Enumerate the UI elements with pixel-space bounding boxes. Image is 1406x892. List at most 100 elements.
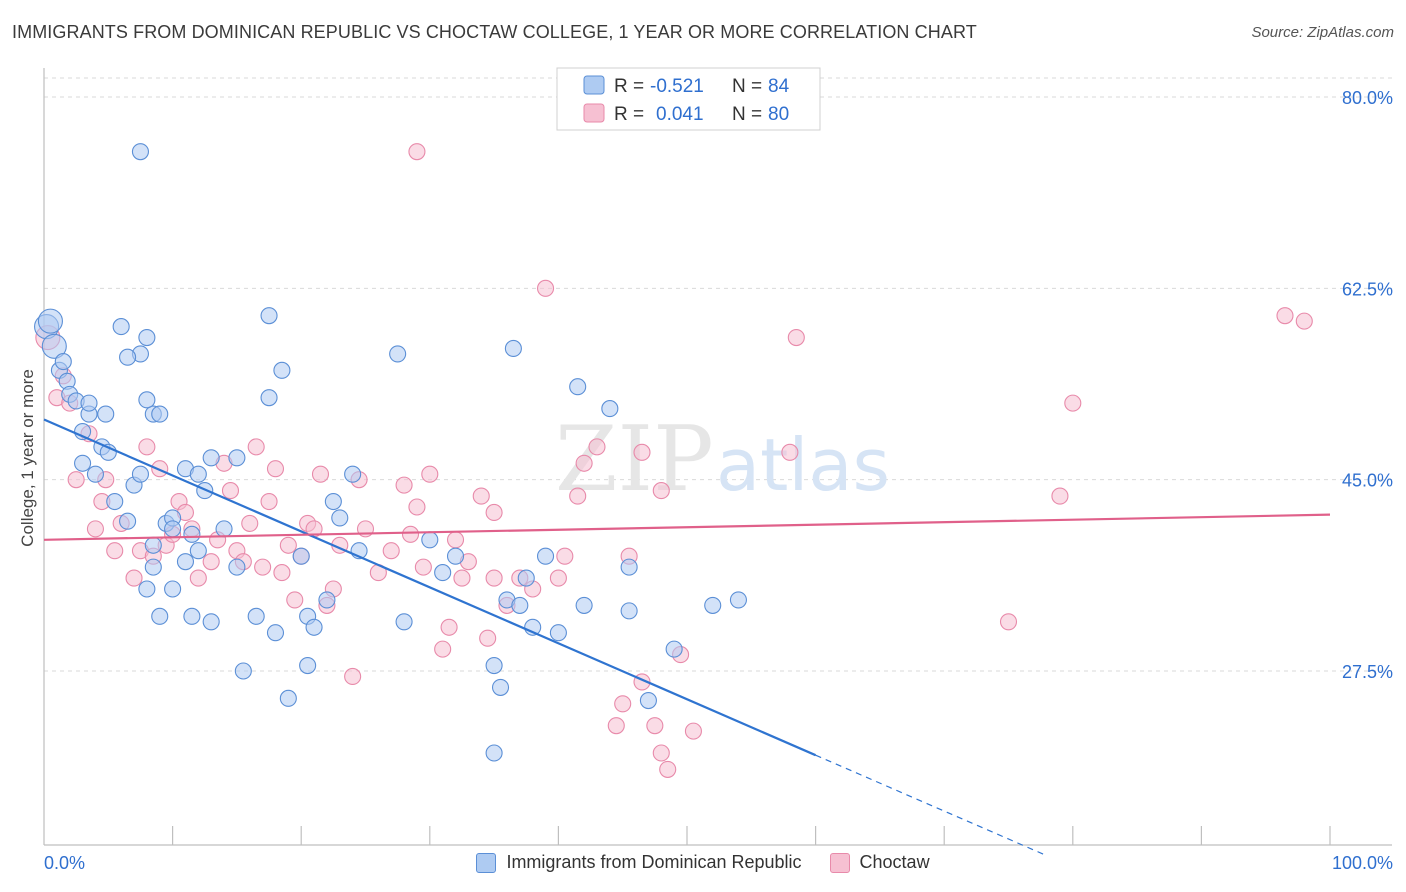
dominican-point [305,618,323,636]
dominican-trend-extension [815,754,1048,857]
dominican-point [729,591,747,609]
legend-swatch-blue [583,75,605,95]
dominican-point [569,378,587,396]
choctaw-point [646,717,664,735]
choctaw-point [414,558,432,576]
watermark: ZIP atlas [555,407,890,512]
choctaw-point [202,553,220,571]
choctaw-point [138,438,156,456]
choctaw-point [446,531,465,549]
choctaw-point [1064,394,1082,412]
legend-r-label-2: R = [614,104,644,125]
choctaw-trend-line [43,513,1331,541]
dominican-point [138,391,156,409]
dominican-point [639,691,657,710]
dominican-point [344,465,362,483]
choctaw-point [125,569,143,587]
choctaw-point [408,143,426,161]
choctaw-point [588,438,606,456]
legend-r-value-1: -0.521 [650,76,704,97]
dominican-point [183,525,201,543]
dominican-point [119,512,137,530]
dominican-point [74,454,92,472]
choctaw-point [395,476,413,494]
legend-r-value-2: 0.041 [656,104,704,125]
trend-lines [43,418,1331,857]
choctaw-point [549,569,567,587]
choctaw-point [453,569,471,587]
dominican-point [144,536,162,554]
legend-swatch-pink [583,103,605,123]
dominican-point [620,602,638,620]
dominican-point [549,624,567,642]
dominican-point [189,542,207,560]
choctaw-point [614,695,632,713]
choctaw-point [485,569,503,587]
choctaw-point [1276,307,1294,325]
dominican-point [434,564,452,582]
choctaw-point [279,536,297,554]
choctaw-point [434,640,452,658]
legend-n-value-1: 84 [768,76,790,97]
dominican-point [86,465,104,483]
choctaw-point [1051,487,1069,505]
dominican-point [164,580,182,598]
legend-n-label-1: N = [732,76,762,97]
choctaw-point [311,465,330,483]
dominican-point [138,580,156,598]
dominican-point [54,353,72,371]
dominican-point [138,328,156,347]
dominican-point [215,520,233,538]
choctaw-point [781,443,799,461]
dominican-point [37,308,63,334]
dominican-point [106,492,124,511]
choctaw-point [189,569,207,587]
choctaw-point [787,328,805,347]
y-tick-label: 45.0% [1342,471,1393,491]
dominican-point [234,662,252,680]
dominican-point [112,318,130,336]
choctaw-point [659,760,677,778]
y-tick-labels: 80.0% 62.5% 45.0% 27.5% [1342,88,1393,682]
dominican-point [131,465,149,483]
choctaw-point [86,520,104,538]
dominican-point [144,558,162,576]
choctaw-point [569,487,587,505]
choctaw-point [652,482,670,500]
dominican-point [151,607,169,625]
choctaw-point [266,460,285,478]
choctaw-point [106,542,124,560]
dominican-trend-line [43,418,817,757]
dominican-point [131,143,149,161]
dominican-point [395,613,413,631]
dominican-point [202,613,220,631]
dominican-point [389,345,407,363]
dominican-point [536,547,555,565]
x-tick-label: 100.0% [1332,853,1393,873]
dominican-point [119,348,137,366]
bottom-legend-item-dominican: Immigrants from Dominican Republic [476,852,802,873]
dominican-point [202,449,220,467]
choctaw-point [684,722,702,740]
chart-source: Source: ZipAtlas.com [1251,24,1394,41]
legend-n-label-2: N = [732,104,762,125]
choctaw-point [221,482,240,500]
dominican-point [176,553,195,571]
choctaw-point [536,279,555,297]
stats-legend: R = -0.521 N = 84 R = 0.041 N = 80 [556,67,821,131]
legend-r-label-1: R = [614,76,644,97]
choctaw-point [286,591,304,609]
choctaw-point [472,487,490,505]
dominican-point [575,596,593,614]
dominican-point [704,596,722,614]
dominican-point [151,405,169,423]
choctaw-point [254,558,272,576]
bottom-legend-swatch-pink [829,852,850,873]
choctaw-point [67,471,85,489]
dominican-point [189,465,207,483]
dominican-points [34,143,747,762]
chart-title: IMMIGRANTS FROM DOMINICAN REPUBLIC VS CH… [12,22,977,42]
legend-n-value-2: 80 [768,104,789,125]
y-axis-label: College, 1 year or more [18,369,37,547]
